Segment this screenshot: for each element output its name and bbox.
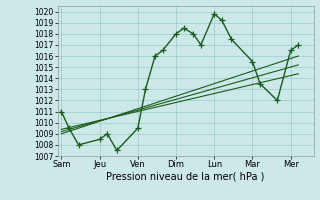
X-axis label: Pression niveau de la mer( hPa ): Pression niveau de la mer( hPa )	[107, 172, 265, 182]
